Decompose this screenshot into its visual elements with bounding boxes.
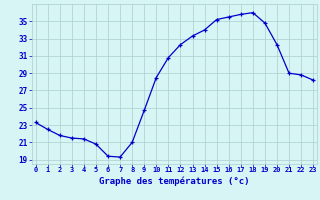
X-axis label: Graphe des températures (°c): Graphe des températures (°c)	[99, 176, 250, 186]
